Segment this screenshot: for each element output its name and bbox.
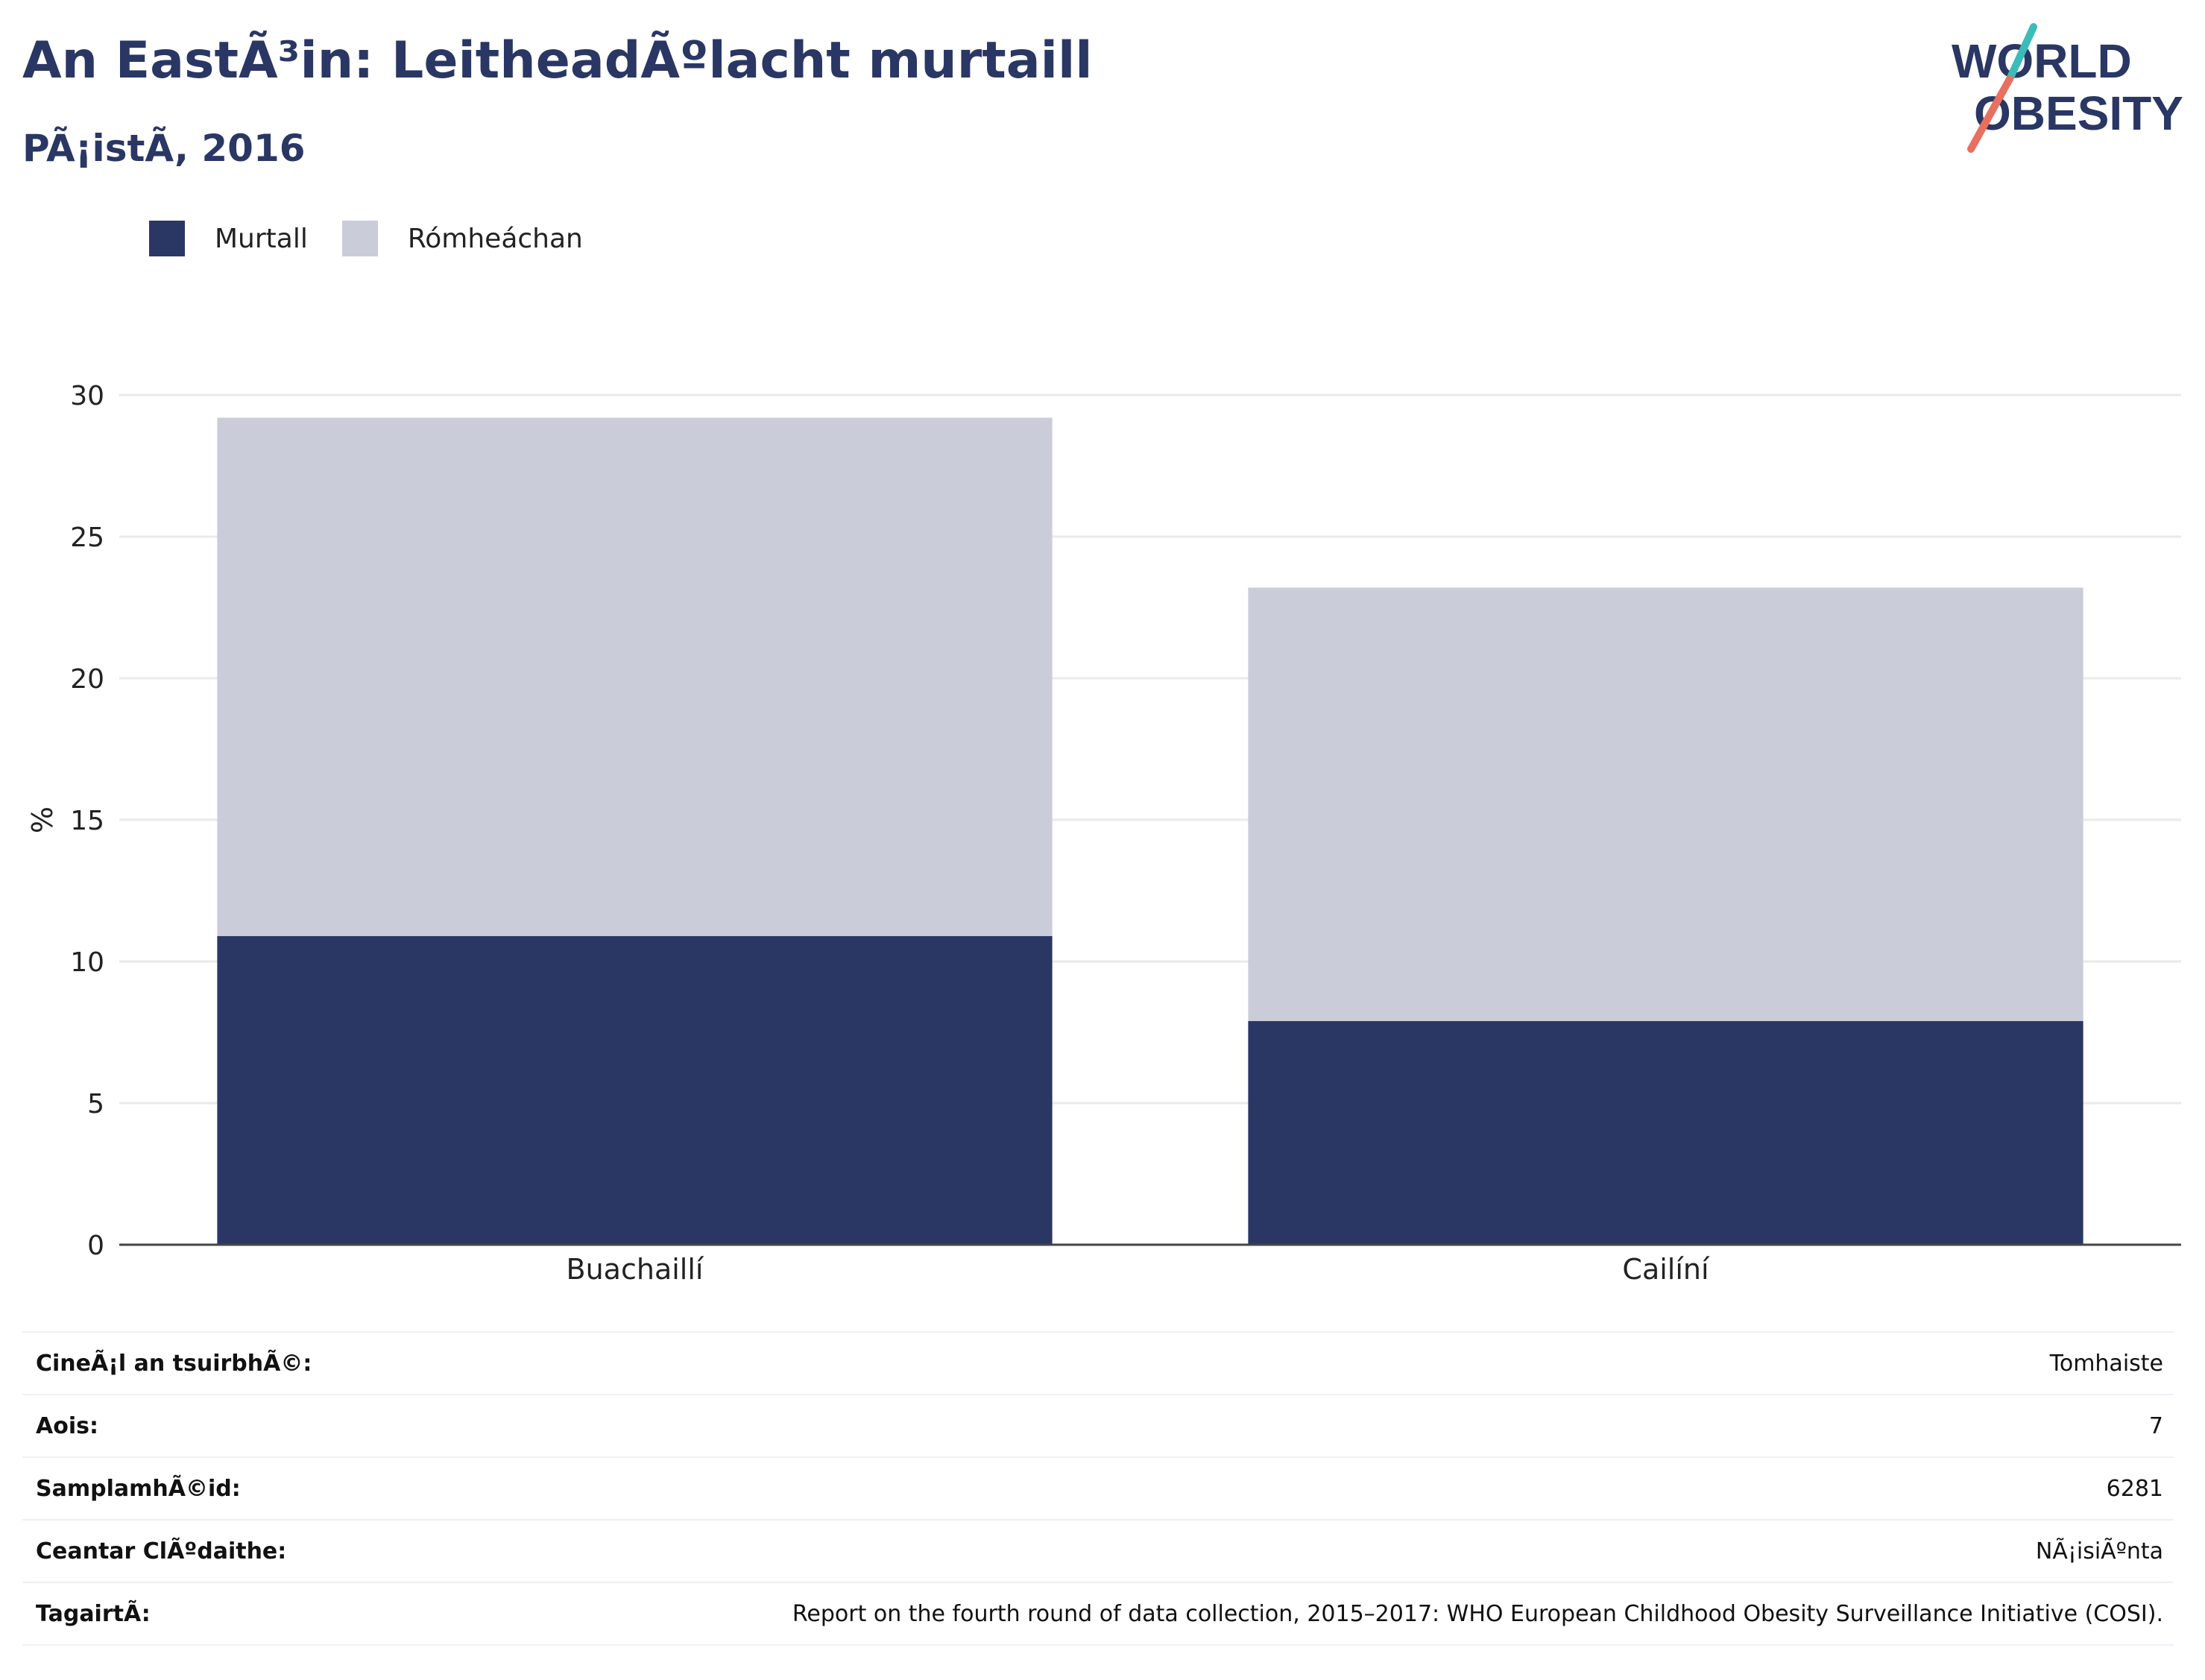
legend-label-romheachan: Rómheáchan — [407, 223, 583, 254]
y-tick-label: 10 — [70, 947, 104, 978]
legend-item-murtall: Murtall — [149, 221, 308, 256]
bar-murtall — [217, 935, 1053, 1245]
legend-label-murtall: Murtall — [215, 223, 308, 254]
info-label: SamplamhÃ©id: — [36, 1475, 241, 1502]
legend-swatch-romheachan — [341, 221, 378, 256]
info-value: NÃ¡isiÃºnta — [2035, 1538, 2163, 1564]
stacked-bar-chart: 0 5 10 15 20 25 30% Buachaillí Cailíní — [26, 381, 2181, 1286]
chart-legend: Murtall Rómheáchan — [149, 221, 617, 256]
info-row-area-covered: Ceantar ClÃºdaithe: NÃ¡isiÃºnta — [22, 1519, 2174, 1582]
y-tick-label: 20 — [70, 664, 104, 695]
info-row-reference: TagairtÃ: Report on the fourth round of … — [22, 1582, 2174, 1646]
bar-romheachan — [217, 417, 1053, 936]
y-tick-label: 15 — [70, 806, 104, 836]
y-tick-label: 30 — [70, 381, 104, 411]
info-row-age: Aois: 7 — [22, 1394, 2174, 1456]
info-label: Ceantar ClÃºdaithe: — [36, 1538, 287, 1564]
chart-title: An EastÃ³in: LeitheadÃºlacht murtaill — [22, 31, 1093, 90]
info-value: Tomhaiste — [2049, 1350, 2163, 1377]
bar-murtall — [1248, 1020, 2083, 1245]
info-value: Report on the fourth round of data colle… — [792, 1600, 2163, 1627]
world-obesity-logo: WORLD OBESITY — [1952, 23, 2183, 153]
info-label: CineÃ¡l an tsuirbhÃ©: — [36, 1350, 312, 1377]
chart-subtitle: PÃ¡istÃ, 2016 — [22, 127, 306, 170]
legend-item-romheachan: Rómheáchan — [341, 221, 583, 256]
logo-slash-teal — [2006, 23, 2037, 83]
info-label: TagairtÃ: — [36, 1600, 151, 1627]
logo-slash-coral — [1967, 75, 2013, 153]
y-tick-label: 5 — [87, 1089, 104, 1120]
info-value: 6281 — [2106, 1475, 2163, 1502]
info-row-survey-type: CineÃ¡l an tsuirbhÃ©: Tomhaiste — [22, 1331, 2174, 1394]
bar-romheachan — [1248, 587, 2083, 1021]
logo-text-obesity: OBESITY — [1974, 86, 2183, 140]
info-label: Aois: — [36, 1412, 98, 1439]
info-value: 7 — [2148, 1412, 2163, 1439]
x-tick-label: Cailíní — [1622, 1253, 1710, 1286]
x-tick-label: Buachaillí — [567, 1253, 704, 1286]
info-table: CineÃ¡l an tsuirbhÃ©: Tomhaiste Aois: 7 … — [22, 1331, 2174, 1646]
y-tick-label: 25 — [70, 522, 104, 553]
info-row-sample-size: SamplamhÃ©id: 6281 — [22, 1456, 2174, 1519]
y-tick-label: 0 — [87, 1231, 104, 1261]
y-axis-label: % — [26, 806, 59, 833]
logo-text-world: WORLD — [1952, 34, 2132, 88]
legend-swatch-murtall — [149, 221, 185, 256]
